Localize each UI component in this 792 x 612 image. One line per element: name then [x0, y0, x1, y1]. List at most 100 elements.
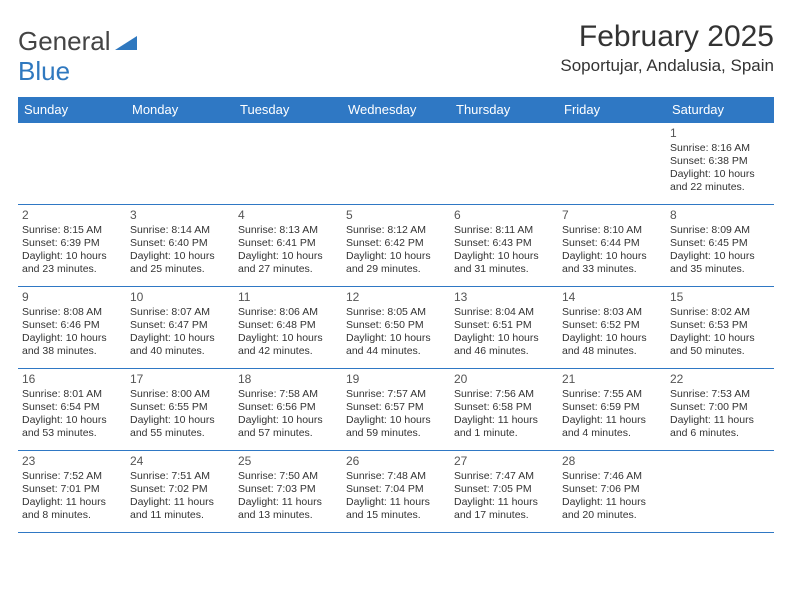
brand-logo: General: [18, 20, 137, 57]
day-number: 3: [130, 208, 230, 223]
sunset-text: Sunset: 6:39 PM: [22, 237, 122, 250]
calendar-cell: 15Sunrise: 8:02 AMSunset: 6:53 PMDayligh…: [666, 287, 774, 369]
day-number: 24: [130, 454, 230, 469]
sunrise-text: Sunrise: 8:12 AM: [346, 224, 446, 237]
day-number: 7: [562, 208, 662, 223]
day-number: 4: [238, 208, 338, 223]
day-number: 21: [562, 372, 662, 387]
sunrise-text: Sunrise: 7:51 AM: [130, 470, 230, 483]
daylight-text: Daylight: 10 hours and 22 minutes.: [670, 168, 770, 194]
sunset-text: Sunset: 6:47 PM: [130, 319, 230, 332]
day-header-row: Sunday Monday Tuesday Wednesday Thursday…: [18, 97, 774, 123]
daylight-text: Daylight: 10 hours and 42 minutes.: [238, 332, 338, 358]
sunset-text: Sunset: 6:40 PM: [130, 237, 230, 250]
sunrise-text: Sunrise: 8:14 AM: [130, 224, 230, 237]
sunset-text: Sunset: 7:02 PM: [130, 483, 230, 496]
sunrise-text: Sunrise: 7:56 AM: [454, 388, 554, 401]
calendar-cell: 1Sunrise: 8:16 AMSunset: 6:38 PMDaylight…: [666, 123, 774, 205]
calendar-cell: 10Sunrise: 8:07 AMSunset: 6:47 PMDayligh…: [126, 287, 234, 369]
daylight-text: Daylight: 11 hours and 8 minutes.: [22, 496, 122, 522]
day-number: 8: [670, 208, 770, 223]
calendar-cell: 24Sunrise: 7:51 AMSunset: 7:02 PMDayligh…: [126, 451, 234, 533]
daylight-text: Daylight: 10 hours and 48 minutes.: [562, 332, 662, 358]
day-header: Tuesday: [234, 97, 342, 123]
calendar-cell-empty: [126, 123, 234, 205]
daylight-text: Daylight: 10 hours and 40 minutes.: [130, 332, 230, 358]
calendar-cell: 18Sunrise: 7:58 AMSunset: 6:56 PMDayligh…: [234, 369, 342, 451]
calendar-cell: 17Sunrise: 8:00 AMSunset: 6:55 PMDayligh…: [126, 369, 234, 451]
calendar-page: General February 2025 Soportujar, Andalu…: [0, 0, 792, 533]
sunrise-text: Sunrise: 8:09 AM: [670, 224, 770, 237]
calendar-cell: 4Sunrise: 8:13 AMSunset: 6:41 PMDaylight…: [234, 205, 342, 287]
daylight-text: Daylight: 10 hours and 50 minutes.: [670, 332, 770, 358]
sunset-text: Sunset: 7:06 PM: [562, 483, 662, 496]
day-header: Friday: [558, 97, 666, 123]
sunrise-text: Sunrise: 8:03 AM: [562, 306, 662, 319]
sunset-text: Sunset: 6:54 PM: [22, 401, 122, 414]
daylight-text: Daylight: 10 hours and 35 minutes.: [670, 250, 770, 276]
daylight-text: Daylight: 11 hours and 17 minutes.: [454, 496, 554, 522]
sunrise-text: Sunrise: 8:05 AM: [346, 306, 446, 319]
day-number: 22: [670, 372, 770, 387]
sunset-text: Sunset: 7:04 PM: [346, 483, 446, 496]
daylight-text: Daylight: 10 hours and 46 minutes.: [454, 332, 554, 358]
day-number: 14: [562, 290, 662, 305]
calendar-row: 2Sunrise: 8:15 AMSunset: 6:39 PMDaylight…: [18, 205, 774, 287]
sunset-text: Sunset: 6:55 PM: [130, 401, 230, 414]
day-number: 28: [562, 454, 662, 469]
daylight-text: Daylight: 10 hours and 33 minutes.: [562, 250, 662, 276]
logo-triangle-icon: [115, 26, 137, 57]
sunset-text: Sunset: 7:01 PM: [22, 483, 122, 496]
sunset-text: Sunset: 6:59 PM: [562, 401, 662, 414]
calendar-cell: 27Sunrise: 7:47 AMSunset: 7:05 PMDayligh…: [450, 451, 558, 533]
sunset-text: Sunset: 6:43 PM: [454, 237, 554, 250]
brand-part1: General: [18, 26, 111, 57]
day-header: Monday: [126, 97, 234, 123]
day-number: 16: [22, 372, 122, 387]
sunrise-text: Sunrise: 7:53 AM: [670, 388, 770, 401]
calendar-cell: 20Sunrise: 7:56 AMSunset: 6:58 PMDayligh…: [450, 369, 558, 451]
sunrise-text: Sunrise: 7:55 AM: [562, 388, 662, 401]
day-number: 11: [238, 290, 338, 305]
day-header: Wednesday: [342, 97, 450, 123]
calendar-cell-empty: [342, 123, 450, 205]
calendar-cell: 9Sunrise: 8:08 AMSunset: 6:46 PMDaylight…: [18, 287, 126, 369]
daylight-text: Daylight: 10 hours and 25 minutes.: [130, 250, 230, 276]
sunrise-text: Sunrise: 7:50 AM: [238, 470, 338, 483]
calendar-cell-empty: [558, 123, 666, 205]
calendar-cell: 5Sunrise: 8:12 AMSunset: 6:42 PMDaylight…: [342, 205, 450, 287]
day-header: Saturday: [666, 97, 774, 123]
sunset-text: Sunset: 6:58 PM: [454, 401, 554, 414]
daylight-text: Daylight: 10 hours and 31 minutes.: [454, 250, 554, 276]
brand-part2: Blue: [18, 56, 774, 87]
daylight-text: Daylight: 10 hours and 59 minutes.: [346, 414, 446, 440]
calendar-cell: 28Sunrise: 7:46 AMSunset: 7:06 PMDayligh…: [558, 451, 666, 533]
daylight-text: Daylight: 10 hours and 44 minutes.: [346, 332, 446, 358]
sunset-text: Sunset: 6:38 PM: [670, 155, 770, 168]
day-number: 23: [22, 454, 122, 469]
sunrise-text: Sunrise: 8:01 AM: [22, 388, 122, 401]
calendar-cell: 22Sunrise: 7:53 AMSunset: 7:00 PMDayligh…: [666, 369, 774, 451]
day-number: 13: [454, 290, 554, 305]
calendar-row: 16Sunrise: 8:01 AMSunset: 6:54 PM Dayligh…: [18, 369, 774, 451]
sunrise-text: Sunrise: 8:08 AM: [22, 306, 122, 319]
calendar-cell: 25Sunrise: 7:50 AMSunset: 7:03 PMDayligh…: [234, 451, 342, 533]
daylight-text: Daylight: 11 hours and 11 minutes.: [130, 496, 230, 522]
daylight-text: Daylight: 10 hours and 29 minutes.: [346, 250, 446, 276]
daylight-text: Daylight: 10 hours and 27 minutes.: [238, 250, 338, 276]
sunrise-text: Sunrise: 8:10 AM: [562, 224, 662, 237]
sunset-text: Sunset: 6:57 PM: [346, 401, 446, 414]
daylight-text: Daylight: 10 hours and 38 minutes.: [22, 332, 122, 358]
day-number: 9: [22, 290, 122, 305]
sunset-text: Sunset: 7:00 PM: [670, 401, 770, 414]
sunrise-text: Sunrise: 7:47 AM: [454, 470, 554, 483]
calendar-cell: 23Sunrise: 7:52 AMSunset: 7:01 PMDayligh…: [18, 451, 126, 533]
calendar-cell-empty: [234, 123, 342, 205]
sunrise-text: Sunrise: 7:57 AM: [346, 388, 446, 401]
calendar-cell: 11Sunrise: 8:06 AMSunset: 6:48 PMDayligh…: [234, 287, 342, 369]
sunset-text: Sunset: 6:45 PM: [670, 237, 770, 250]
sunset-text: Sunset: 6:53 PM: [670, 319, 770, 332]
calendar-row: 9Sunrise: 8:08 AMSunset: 6:46 PMDaylight…: [18, 287, 774, 369]
day-number: 17: [130, 372, 230, 387]
sunset-text: Sunset: 7:03 PM: [238, 483, 338, 496]
